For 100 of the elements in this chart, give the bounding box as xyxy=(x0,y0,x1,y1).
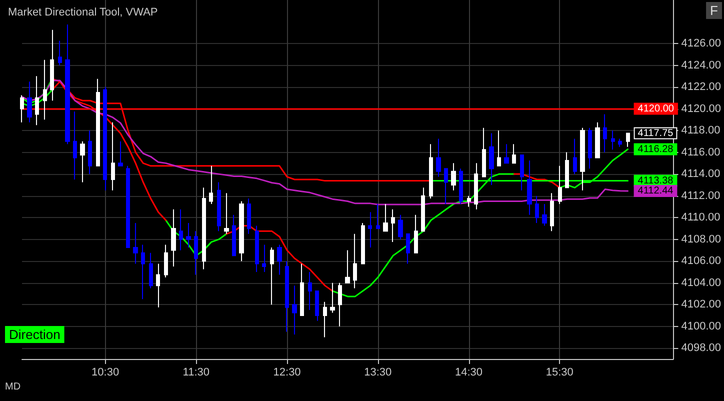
candlestick xyxy=(308,271,312,311)
candlestick xyxy=(368,212,372,248)
candlestick xyxy=(565,152,569,188)
candlestick xyxy=(361,222,365,264)
candlestick xyxy=(626,132,630,148)
candlestick xyxy=(118,140,123,166)
y-tick-label: 4122.00 xyxy=(681,81,722,94)
candlestick xyxy=(186,222,191,248)
candlestick xyxy=(35,76,39,126)
candlestick xyxy=(391,208,395,243)
candlestick xyxy=(330,282,335,314)
candlestick xyxy=(255,225,259,272)
candlestick xyxy=(323,301,327,338)
candlestick xyxy=(618,138,622,148)
candlestick xyxy=(315,290,319,322)
candlestick xyxy=(277,244,282,276)
y-tick-label: 4116.00 xyxy=(681,146,720,158)
y-tick-label: 4106.00 xyxy=(681,255,722,268)
candlestick xyxy=(497,130,501,166)
candlestick xyxy=(179,208,183,251)
candlestick xyxy=(611,130,615,150)
y-tick-label: 4110.00 xyxy=(681,212,720,224)
candlestick xyxy=(80,140,85,183)
data-label: 4112.44 xyxy=(638,186,674,197)
candlestick xyxy=(414,214,418,254)
x-tick-label: 13:30 xyxy=(364,366,392,378)
y-tick-label: 4108.00 xyxy=(681,233,722,246)
candlestick xyxy=(527,160,532,216)
candlestick xyxy=(224,192,229,234)
y-tick-label: 4112.00 xyxy=(681,190,720,202)
text: Market Directional Tool, VWAP xyxy=(8,6,158,18)
candlestick xyxy=(292,285,297,336)
candlestick xyxy=(270,246,274,306)
text: MD xyxy=(5,382,21,392)
x-tick-label: 12:30 xyxy=(273,366,301,378)
candlestick xyxy=(149,252,153,289)
candlestick xyxy=(103,86,107,191)
candlestick xyxy=(459,168,463,204)
ref-line-label: 4120.00 xyxy=(638,103,674,114)
candlestick xyxy=(444,168,448,204)
candlestick xyxy=(512,144,516,164)
candlestick xyxy=(580,127,585,191)
candlestick xyxy=(588,127,592,170)
candlestick xyxy=(421,187,425,232)
candlestick xyxy=(489,132,494,186)
candlestick xyxy=(406,233,410,264)
candlestick xyxy=(141,244,145,300)
candlestick xyxy=(376,203,380,229)
x-tick-label: 15:30 xyxy=(546,366,574,378)
candlestick xyxy=(65,24,70,145)
candlestick xyxy=(194,230,198,276)
candlestick xyxy=(50,29,54,102)
candlestick xyxy=(520,154,524,191)
text: 4117.75 xyxy=(638,128,674,139)
candlestick xyxy=(232,214,236,256)
candlestick xyxy=(133,222,138,264)
candlestick xyxy=(27,81,32,123)
candlestick xyxy=(285,260,289,332)
y-tick-label: 4104.00 xyxy=(681,276,722,289)
candlestick xyxy=(209,165,213,204)
y-tick-label: 4124.00 xyxy=(681,59,722,72)
x-tick-label: 11:30 xyxy=(182,366,210,378)
x-tick-label: 14:30 xyxy=(455,366,483,378)
candlestick xyxy=(247,198,251,234)
y-tick-label: 4120.00 xyxy=(681,102,722,115)
candlestick xyxy=(482,127,486,178)
line-series xyxy=(21,80,629,206)
candlestick xyxy=(126,165,130,248)
candlestick xyxy=(345,250,350,284)
candlestick xyxy=(573,138,577,175)
candlestick xyxy=(474,162,478,210)
candlestick xyxy=(542,203,547,226)
annotation: Direction xyxy=(9,327,60,342)
candlestick xyxy=(171,208,176,268)
candlestick xyxy=(111,122,115,191)
candlestick xyxy=(73,111,77,180)
candlestick xyxy=(156,263,160,308)
candlestick xyxy=(20,94,24,123)
candlestick xyxy=(467,195,471,208)
candlestick xyxy=(217,182,221,232)
candlestick xyxy=(429,144,433,200)
candlestick xyxy=(96,78,100,166)
candlestick xyxy=(88,130,92,175)
y-tick-label: 4102.00 xyxy=(681,298,722,311)
data-label: 4116.28 xyxy=(638,144,674,155)
candlestick xyxy=(338,282,342,327)
candlestick xyxy=(550,192,554,232)
candlestick xyxy=(383,203,388,232)
candlestick xyxy=(558,165,562,204)
candlestick xyxy=(451,162,456,191)
y-tick-label: 4126.00 xyxy=(681,38,722,50)
x-tick-label: 10:30 xyxy=(92,366,120,378)
y-tick-label: 4098.00 xyxy=(681,342,722,354)
y-tick-label: 4114.00 xyxy=(681,168,720,180)
candlestick xyxy=(164,244,168,278)
candlestick xyxy=(262,244,266,272)
candlestick xyxy=(436,138,441,178)
candlestick xyxy=(535,195,539,224)
candlestick xyxy=(603,114,607,153)
candlestick xyxy=(595,122,600,158)
